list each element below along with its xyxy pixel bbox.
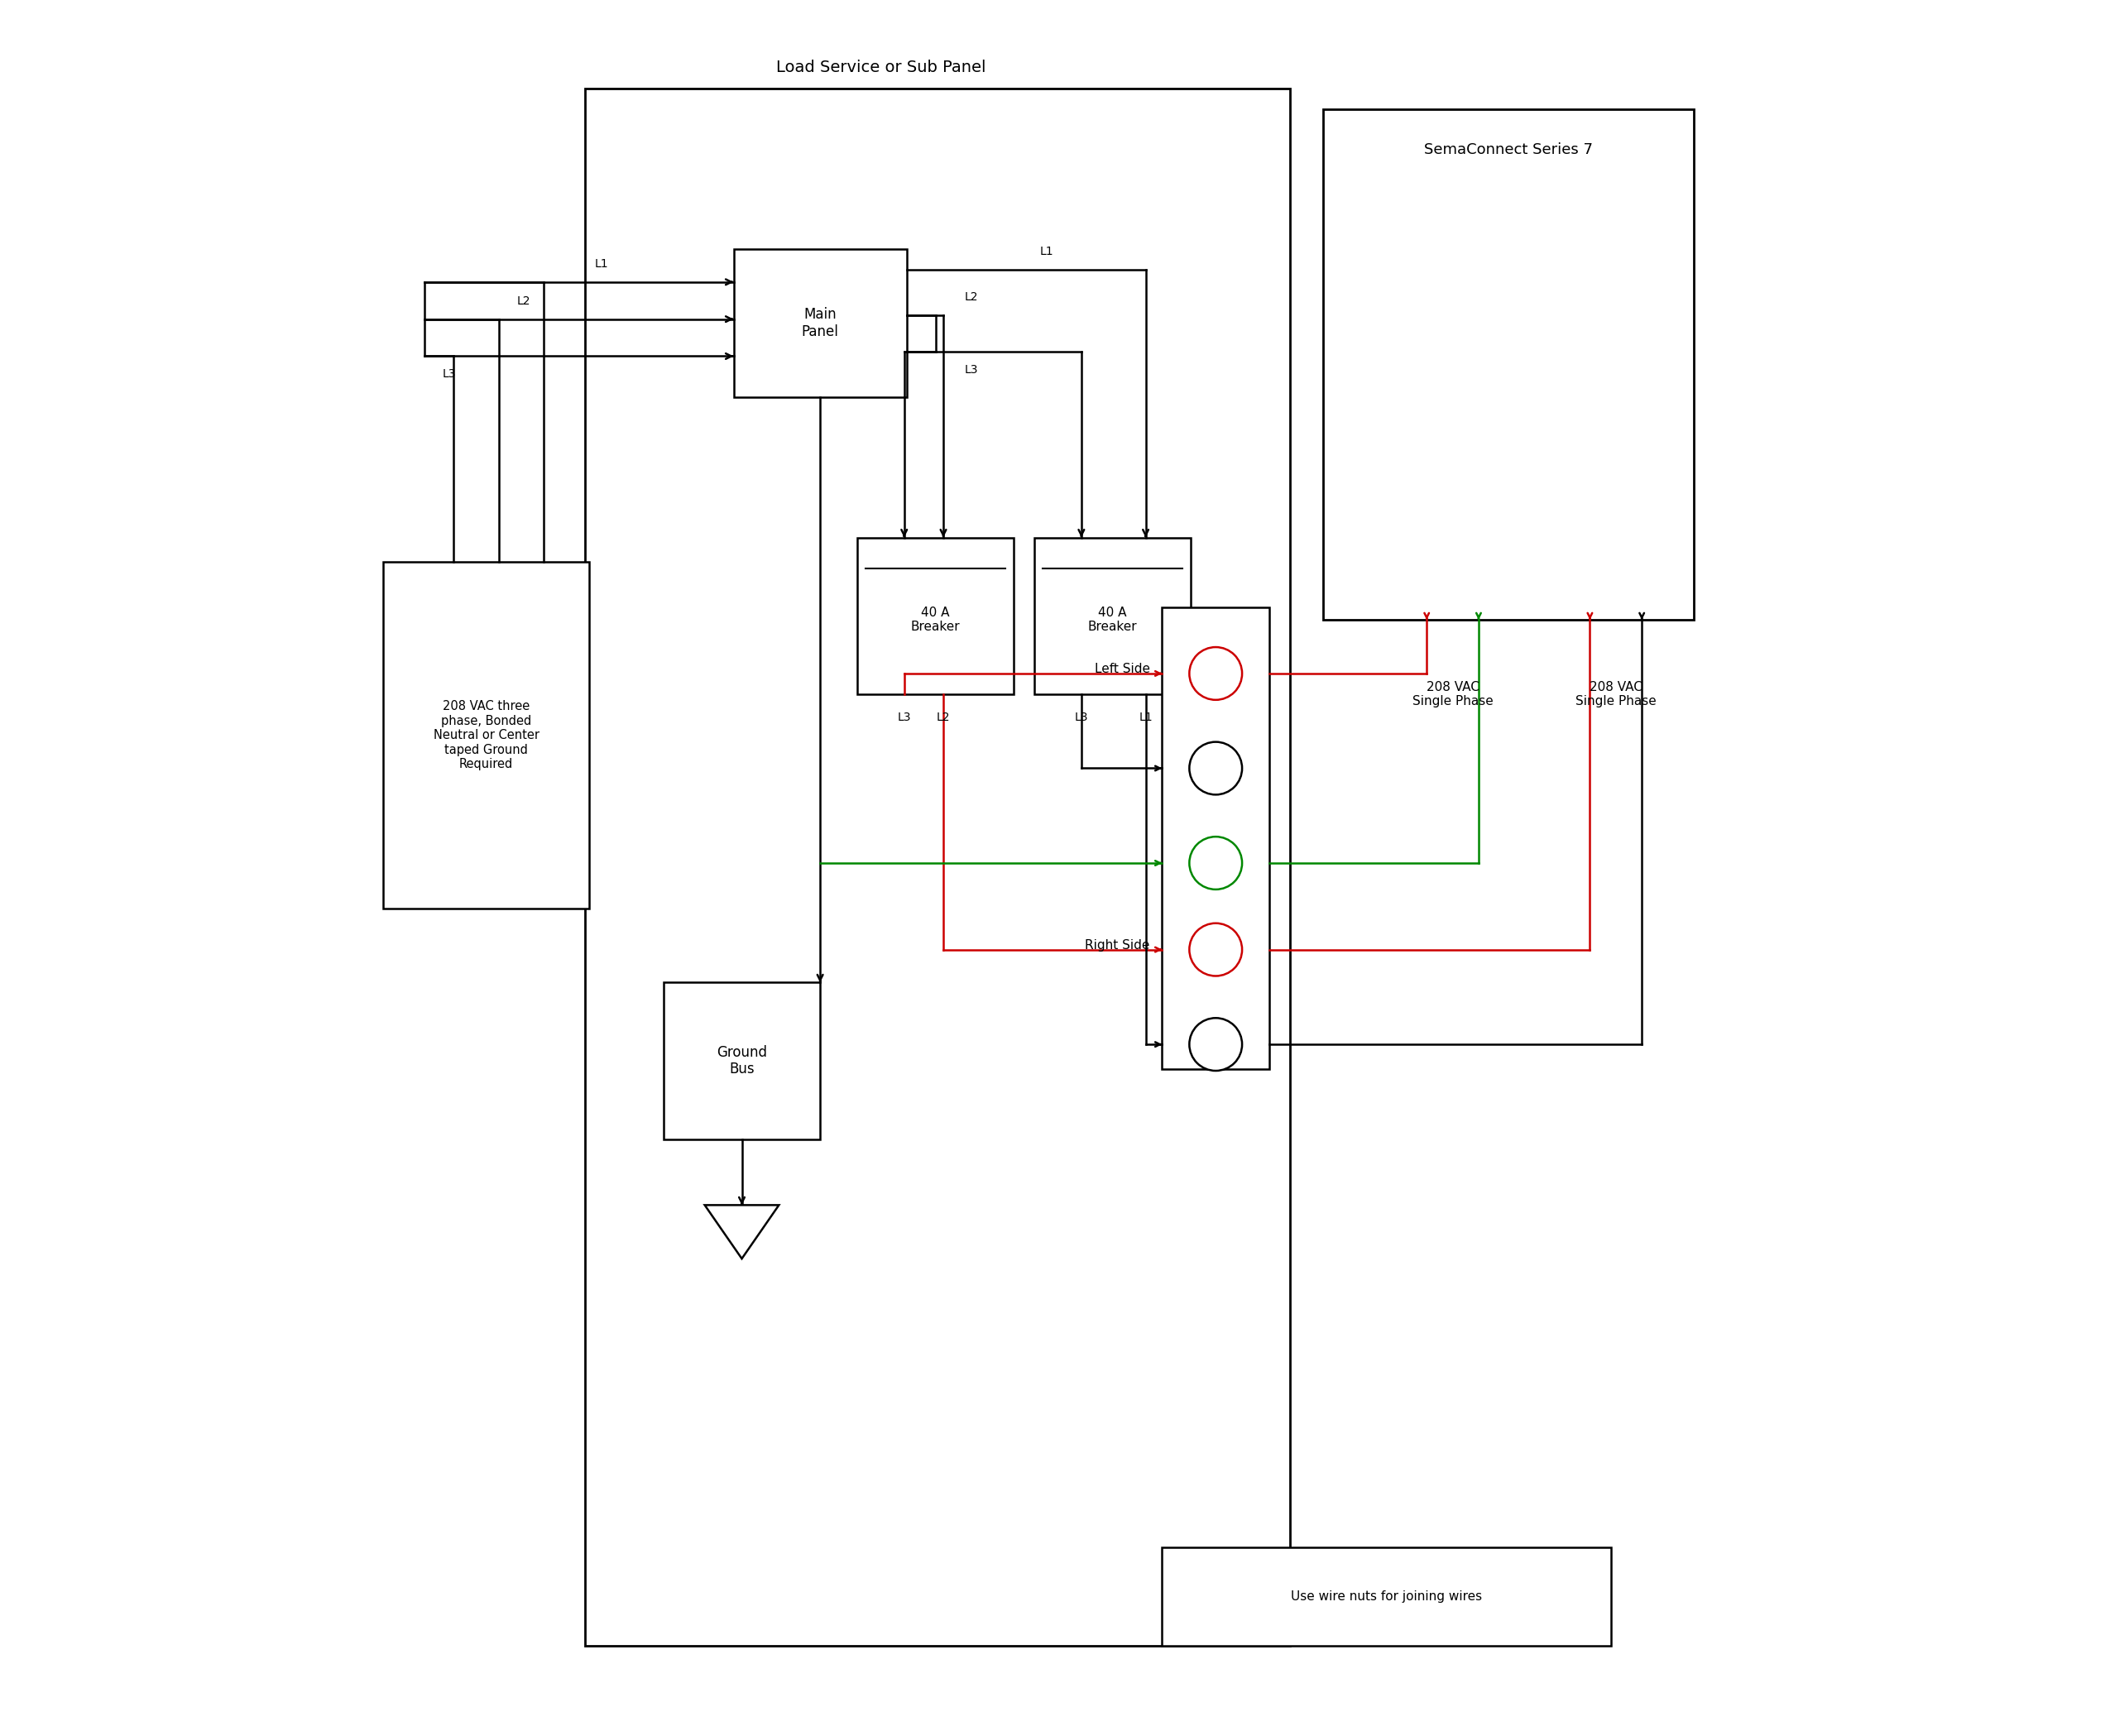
Text: L2: L2 bbox=[517, 295, 530, 307]
Circle shape bbox=[1190, 924, 1243, 976]
Circle shape bbox=[1190, 741, 1243, 795]
Text: 208 VAC
Single Phase: 208 VAC Single Phase bbox=[1576, 681, 1656, 708]
Text: L3: L3 bbox=[964, 365, 979, 377]
Text: 208 VAC
Single Phase: 208 VAC Single Phase bbox=[1412, 681, 1494, 708]
Text: L1: L1 bbox=[1139, 712, 1152, 722]
Bar bbox=[584, 89, 1289, 1646]
Bar bbox=[663, 983, 821, 1139]
Text: Load Service or Sub Panel: Load Service or Sub Panel bbox=[776, 59, 985, 76]
Text: SemaConnect Series 7: SemaConnect Series 7 bbox=[1424, 142, 1593, 158]
Text: Ground
Bus: Ground Bus bbox=[717, 1045, 768, 1076]
Bar bbox=[384, 562, 589, 908]
Bar bbox=[857, 538, 1013, 694]
Text: Right Side: Right Side bbox=[1085, 939, 1150, 951]
Circle shape bbox=[1190, 1017, 1243, 1071]
Circle shape bbox=[1190, 648, 1243, 700]
Text: L2: L2 bbox=[937, 712, 949, 722]
Text: L3: L3 bbox=[443, 368, 456, 380]
Text: 40 A
Breaker: 40 A Breaker bbox=[1089, 606, 1137, 634]
Text: 208 VAC three
phase, Bonded
Neutral or Center
taped Ground
Required: 208 VAC three phase, Bonded Neutral or C… bbox=[433, 700, 540, 771]
Bar bbox=[1163, 1547, 1612, 1646]
Text: L1: L1 bbox=[595, 259, 608, 269]
Bar bbox=[1323, 109, 1694, 620]
Text: L1: L1 bbox=[1040, 247, 1053, 257]
Circle shape bbox=[1190, 837, 1243, 889]
Polygon shape bbox=[705, 1205, 779, 1259]
Bar bbox=[1163, 608, 1270, 1069]
Text: Use wire nuts for joining wires: Use wire nuts for joining wires bbox=[1291, 1590, 1483, 1602]
Text: Left Side: Left Side bbox=[1095, 663, 1150, 675]
Text: L3: L3 bbox=[897, 712, 912, 722]
Text: L3: L3 bbox=[1074, 712, 1089, 722]
Bar bbox=[1034, 538, 1190, 694]
Text: L2: L2 bbox=[964, 292, 979, 302]
Text: Main
Panel: Main Panel bbox=[802, 307, 838, 339]
Text: 40 A
Breaker: 40 A Breaker bbox=[912, 606, 960, 634]
Bar bbox=[734, 248, 907, 398]
